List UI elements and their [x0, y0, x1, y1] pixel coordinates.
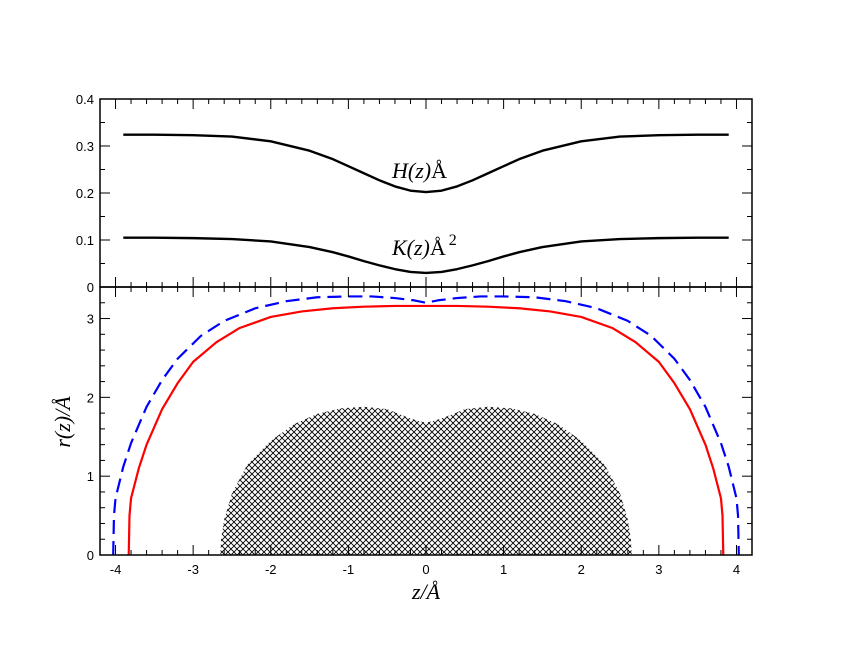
top-y-tick-label: 0.2 [76, 186, 94, 201]
top-series-line-1 [123, 236, 729, 275]
bottom-hatched-area [220, 406, 632, 555]
top-y-tick-label: 0 [87, 280, 94, 295]
bottom-panel: -4 -3 -2 -1 0 1 2 3 4 0 1 2 3 z/Å r(z)/Å [50, 286, 753, 604]
bottom-y-tick-label: 3 [87, 312, 94, 327]
bottom-x-tick-label: -2 [265, 562, 277, 577]
bottom-x-tick-label: 0 [422, 562, 429, 577]
bottom-y-tick-label: 0 [87, 548, 94, 563]
bottom-x-tick-label: -3 [187, 562, 199, 577]
bottom-series-line-1 [112, 295, 740, 556]
bottom-x-tick-label: 4 [733, 562, 740, 577]
bottom-area [220, 406, 632, 555]
top-y-tick-label: 0.4 [76, 92, 94, 107]
bottom-curves [112, 295, 740, 556]
bottom-x-tick-label: 1 [500, 562, 507, 577]
bottom-series-line-0 [127, 304, 725, 556]
h-curve-label: H(z)Å [391, 158, 447, 183]
top-y-tick-label: 0.3 [76, 139, 94, 154]
bottom-x-tick-label: 3 [655, 562, 662, 577]
bottom-axis-ticks: -4 -3 -2 -1 0 1 2 3 4 0 1 2 3 [87, 286, 753, 577]
bottom-y-tick-label: 2 [87, 390, 94, 405]
x-axis-title: z/Å [411, 579, 441, 604]
top-series-line-0 [123, 133, 729, 194]
top-panel: 0 0.1 0.2 0.3 0.4 H(z)Å K(z)Å 2 [76, 92, 753, 295]
bottom-x-tick-label: -1 [343, 562, 355, 577]
bottom-x-tick-label: -4 [110, 562, 122, 577]
bottom-x-tick-label: 2 [578, 562, 585, 577]
top-curves [123, 133, 729, 275]
top-y-tick-label: 0.1 [76, 233, 94, 248]
y-axis-title: r(z)/Å [50, 396, 75, 448]
k-curve-label: K(z)Å 2 [391, 232, 457, 260]
bottom-y-tick-label: 1 [87, 469, 94, 484]
top-axis-ticks: 0 0.1 0.2 0.3 0.4 [76, 92, 753, 295]
